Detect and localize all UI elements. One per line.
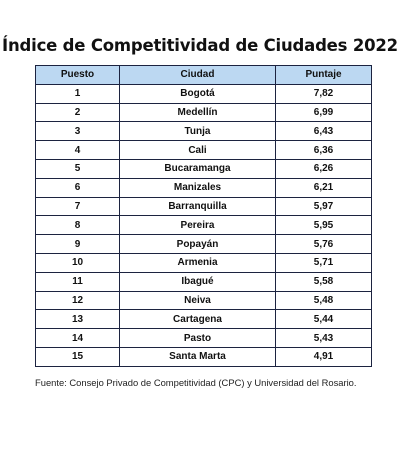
table-row: 4 Cali 6,36 <box>35 140 372 160</box>
page-title: Índice de Competitividad de Ciudades 202… <box>2 36 398 55</box>
city-cell: Bogotá <box>119 83 276 104</box>
city-cell: Santa Marta <box>119 346 276 367</box>
table-row: 14 Pasto 5,43 <box>35 328 372 348</box>
city-cell: Armenia <box>119 252 276 273</box>
rank-cell: 12 <box>35 290 120 311</box>
score-cell: 5,95 <box>275 215 372 236</box>
score-cell: 7,82 <box>275 83 372 104</box>
city-cell: Cartagena <box>119 309 276 330</box>
score-cell: 5,43 <box>275 328 372 348</box>
ranking-table: Puesto Ciudad Puntaje 1 Bogotá 7,82 2 Me… <box>35 65 372 367</box>
rank-cell: 15 <box>35 346 120 367</box>
table-row: 8 Pereira 5,95 <box>35 215 372 236</box>
score-cell: 5,58 <box>275 271 372 292</box>
table-row: 13 Cartagena 5,44 <box>35 309 372 330</box>
city-cell: Manizales <box>119 177 276 198</box>
column-header-puesto: Puesto <box>35 65 120 85</box>
city-cell: Popayán <box>119 234 276 254</box>
table-row: 9 Popayán 5,76 <box>35 234 372 254</box>
source-note: Fuente: Consejo Privado de Competitivida… <box>35 377 357 388</box>
score-cell: 6,43 <box>275 121 372 142</box>
table-header-row: Puesto Ciudad Puntaje <box>35 65 372 85</box>
table-row: 2 Medellín 6,99 <box>35 102 372 123</box>
table-row: 5 Bucaramanga 6,26 <box>35 158 372 179</box>
rank-cell: 10 <box>35 252 120 273</box>
city-cell: Medellín <box>119 102 276 123</box>
table-row: 11 Ibagué 5,58 <box>35 271 372 292</box>
rank-cell: 5 <box>35 158 120 179</box>
rank-cell: 7 <box>35 196 120 217</box>
rank-cell: 6 <box>35 177 120 198</box>
score-cell: 5,97 <box>275 196 372 217</box>
score-cell: 6,36 <box>275 140 372 160</box>
column-header-ciudad: Ciudad <box>119 65 276 85</box>
score-cell: 6,26 <box>275 158 372 179</box>
table-row: 15 Santa Marta 4,91 <box>35 346 372 367</box>
rank-cell: 8 <box>35 215 120 236</box>
score-cell: 5,76 <box>275 234 372 254</box>
rank-cell: 1 <box>35 83 120 104</box>
column-header-puntaje: Puntaje <box>275 65 372 85</box>
city-cell: Neiva <box>119 290 276 311</box>
score-cell: 5,48 <box>275 290 372 311</box>
rank-cell: 4 <box>35 140 120 160</box>
score-cell: 6,21 <box>275 177 372 198</box>
city-cell: Barranquilla <box>119 196 276 217</box>
city-cell: Pereira <box>119 215 276 236</box>
rank-cell: 13 <box>35 309 120 330</box>
rank-cell: 9 <box>35 234 120 254</box>
rank-cell: 14 <box>35 328 120 348</box>
rank-cell: 3 <box>35 121 120 142</box>
score-cell: 5,44 <box>275 309 372 330</box>
score-cell: 4,91 <box>275 346 372 367</box>
city-cell: Tunja <box>119 121 276 142</box>
rank-cell: 11 <box>35 271 120 292</box>
table-row: 3 Tunja 6,43 <box>35 121 372 142</box>
city-cell: Pasto <box>119 328 276 348</box>
city-cell: Cali <box>119 140 276 160</box>
rank-cell: 2 <box>35 102 120 123</box>
city-cell: Bucaramanga <box>119 158 276 179</box>
score-cell: 6,99 <box>275 102 372 123</box>
table-row: 12 Neiva 5,48 <box>35 290 372 311</box>
city-cell: Ibagué <box>119 271 276 292</box>
table-row: 10 Armenia 5,71 <box>35 252 372 273</box>
table-row: 7 Barranquilla 5,97 <box>35 196 372 217</box>
table-row: 6 Manizales 6,21 <box>35 177 372 198</box>
table-row: 1 Bogotá 7,82 <box>35 83 372 104</box>
score-cell: 5,71 <box>275 252 372 273</box>
